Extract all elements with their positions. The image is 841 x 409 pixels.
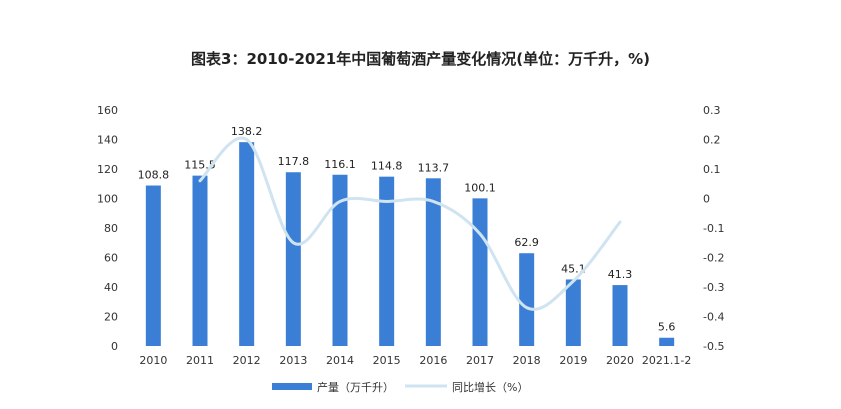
right-tick-label: -0.3 bbox=[703, 281, 724, 294]
bar bbox=[565, 279, 581, 346]
bar bbox=[612, 285, 628, 346]
bar-data-label: 114.8 bbox=[371, 160, 403, 173]
legend-label-line: 同比增长（%） bbox=[452, 380, 528, 394]
left-tick-label: 100 bbox=[97, 193, 118, 206]
bar bbox=[145, 185, 161, 346]
right-tick-label: -0.4 bbox=[703, 311, 724, 324]
right-tick-label: -0.5 bbox=[703, 340, 724, 353]
left-tick-label: 60 bbox=[104, 252, 118, 265]
right-tick-label: 0.2 bbox=[703, 134, 721, 147]
left-axis-ticks: 0 20 40 60 80 100 120 140 160 bbox=[97, 104, 118, 353]
left-tick-label: 0 bbox=[111, 340, 118, 353]
bar bbox=[472, 198, 488, 346]
x-tick-label: 2011 bbox=[186, 354, 214, 367]
category-labels: 2010 2011 2012 2013 2014 2015 2016 2017 2018 2019… bbox=[139, 354, 691, 367]
legend-swatch-bar bbox=[272, 383, 312, 390]
left-tick-label: 40 bbox=[104, 281, 118, 294]
bar-data-label: 116.1 bbox=[324, 158, 356, 171]
x-tick-label: 2016 bbox=[419, 354, 447, 367]
bar-data-label: 41.3 bbox=[608, 268, 633, 281]
left-tick-label: 20 bbox=[104, 311, 118, 324]
x-tick-label: 2013 bbox=[279, 354, 307, 367]
x-tick-label: 2017 bbox=[466, 354, 494, 367]
bar-data-label: 108.8 bbox=[138, 169, 170, 182]
left-tick-label: 80 bbox=[104, 222, 118, 235]
right-tick-label: -0.2 bbox=[703, 252, 724, 265]
x-tick-label: 2010 bbox=[139, 354, 167, 367]
legend: 产量（万千升） 同比增长（%） bbox=[272, 380, 528, 394]
x-tick-label: 2020 bbox=[606, 354, 634, 367]
growth-line bbox=[198, 136, 622, 311]
bar-data-label: 100.1 bbox=[464, 181, 496, 194]
bar-data-label: 138.2 bbox=[231, 125, 263, 138]
bar bbox=[519, 253, 535, 346]
left-tick-label: 160 bbox=[97, 104, 118, 117]
right-axis-ticks: -0.5 -0.4 -0.3 -0.2 -0.1 0 0.1 0.2 0.3 bbox=[703, 104, 724, 353]
bar-data-label: 117.8 bbox=[278, 155, 310, 168]
bar bbox=[192, 175, 208, 346]
bar bbox=[659, 337, 675, 346]
x-tick-label: 2019 bbox=[559, 354, 587, 367]
x-tick-label: 2021.1-2 bbox=[642, 354, 691, 367]
bar bbox=[332, 174, 348, 346]
x-tick-label: 2018 bbox=[513, 354, 541, 367]
bar bbox=[379, 176, 395, 346]
right-tick-label: 0.1 bbox=[703, 163, 721, 176]
x-tick-label: 2014 bbox=[326, 354, 354, 367]
line-series bbox=[198, 136, 622, 311]
left-tick-label: 120 bbox=[97, 163, 118, 176]
bar-data-label: 113.7 bbox=[418, 161, 450, 174]
bar bbox=[239, 142, 255, 346]
bar-data-label: 45.1 bbox=[561, 262, 586, 275]
legend-label-bar: 产量（万千升） bbox=[317, 380, 394, 394]
bar bbox=[285, 172, 301, 346]
right-tick-label: 0 bbox=[703, 193, 710, 206]
x-tick-label: 2012 bbox=[233, 354, 261, 367]
right-tick-label: 0.3 bbox=[703, 104, 721, 117]
bar-data-label: 5.6 bbox=[658, 321, 676, 334]
right-tick-label: -0.1 bbox=[703, 222, 724, 235]
chart-title: 图表3：2010-2021年中国葡萄酒产量变化情况(单位：万千升，%) bbox=[191, 50, 650, 68]
left-tick-label: 140 bbox=[97, 134, 118, 147]
bar bbox=[425, 178, 441, 346]
x-tick-label: 2015 bbox=[373, 354, 401, 367]
bar-data-label: 62.9 bbox=[514, 236, 539, 249]
